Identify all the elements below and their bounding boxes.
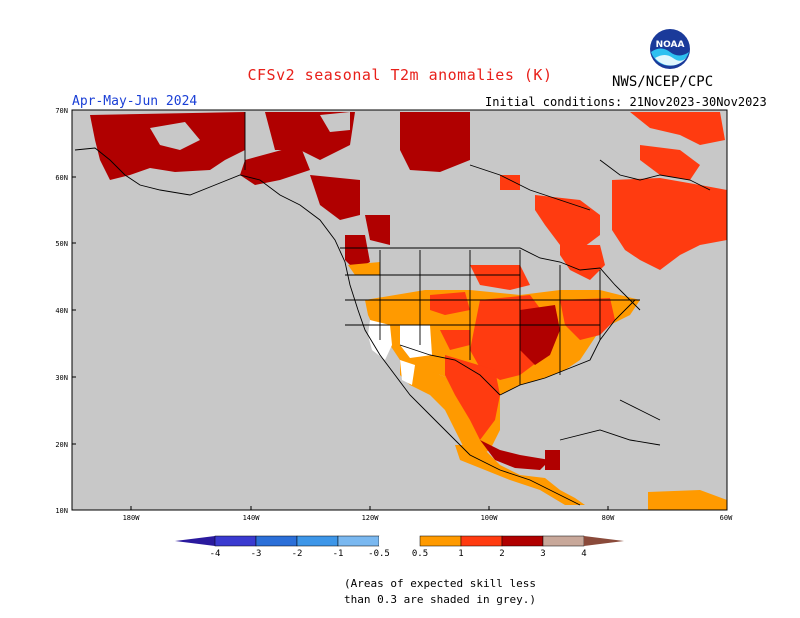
coastlines	[74, 112, 711, 506]
lon-label: 80W	[602, 514, 615, 522]
legend-label: -3	[251, 549, 262, 559]
logo-text: NOAA	[656, 40, 685, 50]
legend-label: -2	[292, 549, 303, 559]
lat-label: 20N	[55, 441, 68, 449]
legend-swatch	[501, 535, 544, 547]
legend-label: 3	[540, 549, 545, 559]
organization-label: NWS/NCEP/CPC	[612, 74, 714, 90]
legend-swatch	[584, 536, 624, 546]
lat-label: 30N	[55, 374, 68, 382]
lon-label: 100W	[481, 514, 499, 522]
legend-swatch	[175, 536, 215, 546]
lat-label: 10N	[55, 507, 68, 515]
legend-label: 1	[458, 549, 463, 559]
anomaly-layer	[90, 112, 727, 510]
noaa-logo: NOAA	[650, 29, 690, 69]
lon-axis: 180W 140W 120W 100W 80W 60W	[123, 514, 734, 522]
legend-swatch	[419, 535, 462, 547]
legend-swatch	[296, 535, 339, 547]
lat-label: 50N	[55, 240, 68, 248]
legend-label: 4	[581, 549, 586, 559]
map-title: CFSv2 seasonal T2m anomalies (K)	[247, 66, 553, 84]
legend-swatch	[542, 535, 585, 547]
lon-label: 180W	[123, 514, 141, 522]
legend-label: -0.5	[368, 549, 390, 559]
lat-label: 70N	[55, 107, 68, 115]
skill-note-line: (Areas of expected skill less	[343, 577, 537, 590]
legend-label: -1	[333, 549, 344, 559]
legend-swatch	[214, 535, 257, 547]
legend-swatch	[379, 536, 420, 546]
legend-swatch	[337, 535, 380, 547]
lat-axis: 70N 60N 50N 40N 30N 20N 10N	[55, 107, 68, 515]
legend-swatch	[460, 535, 503, 547]
legend-label: 2	[499, 549, 504, 559]
lat-ticks	[72, 109, 609, 510]
lon-label: 120W	[362, 514, 380, 522]
legend-label: -4	[210, 549, 221, 559]
initial-conditions: Initial conditions: 21Nov2023-30Nov2023	[485, 95, 767, 109]
lon-label: 140W	[243, 514, 261, 522]
skill-note-line: than 0.3 are shaded in grey.)	[343, 593, 537, 606]
color-legend: -4 -3 -2 -1 -0.5 0.5 1 2 3 4	[175, 535, 624, 559]
legend-swatch	[255, 535, 298, 547]
lat-label: 60N	[55, 174, 68, 182]
skill-note: (Areas of expected skill less than 0.3 a…	[330, 576, 550, 608]
lat-label: 40N	[55, 307, 68, 315]
lon-label: 60W	[720, 514, 733, 522]
forecast-period: Apr-May-Jun 2024	[72, 94, 198, 109]
legend-label: 0.5	[412, 549, 428, 559]
